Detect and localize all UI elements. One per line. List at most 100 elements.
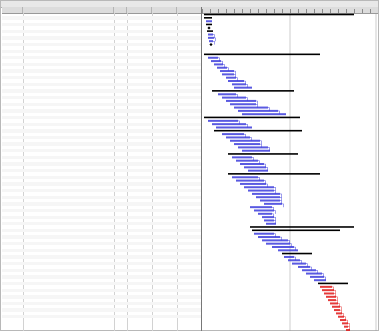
summary-task-row[interactable] (2, 16, 202, 20)
task-bar[interactable] (217, 66, 227, 69)
task-bar[interactable] (232, 83, 246, 86)
summary-task-row[interactable] (2, 228, 202, 233)
task-row[interactable] (2, 215, 202, 219)
summary-task-row[interactable] (2, 115, 202, 120)
summary-bar[interactable] (204, 17, 212, 19)
column-header-task-name[interactable] (23, 7, 114, 13)
task-row[interactable] (2, 175, 202, 179)
task-bar[interactable] (218, 93, 236, 96)
task-bar[interactable] (242, 149, 270, 152)
summary-bar[interactable] (252, 229, 340, 232)
summary-bar[interactable] (212, 90, 294, 92)
task-row[interactable] (2, 96, 202, 100)
task-bar[interactable] (240, 163, 264, 165)
task-row[interactable] (2, 242, 202, 246)
critical-task-bar[interactable] (324, 292, 334, 295)
summary-bar[interactable] (250, 226, 354, 228)
task-bar[interactable] (212, 123, 246, 126)
task-row[interactable] (2, 56, 202, 60)
task-bar[interactable] (236, 179, 264, 182)
task-bar[interactable] (272, 246, 294, 248)
task-bar[interactable] (222, 96, 246, 99)
task-bar[interactable] (306, 272, 322, 275)
task-row[interactable] (2, 82, 202, 87)
critical-task-bar[interactable] (320, 285, 332, 288)
task-bar[interactable] (310, 275, 324, 278)
task-row[interactable] (2, 195, 202, 199)
task-row[interactable] (2, 182, 202, 186)
task-bar[interactable] (238, 146, 268, 149)
critical-task-bar[interactable] (328, 299, 336, 302)
column-header-start[interactable] (127, 7, 152, 13)
task-bar[interactable] (216, 126, 252, 129)
pane-splitter[interactable] (201, 7, 202, 331)
task-bar[interactable] (258, 236, 280, 239)
summary-bar[interactable] (206, 23, 212, 26)
task-row[interactable] (2, 235, 202, 239)
task-bar[interactable] (260, 199, 280, 202)
task-row[interactable] (2, 142, 202, 146)
task-bar[interactable] (232, 156, 252, 159)
critical-task-bar[interactable] (334, 309, 340, 312)
task-row[interactable] (2, 275, 202, 279)
task-row[interactable] (2, 288, 202, 292)
task-bar[interactable] (230, 139, 260, 142)
summary-bar[interactable] (282, 252, 312, 255)
column-header-id[interactable] (2, 7, 23, 13)
task-row[interactable] (2, 42, 202, 47)
task-bar[interactable] (220, 70, 234, 73)
summary-bar[interactable] (214, 129, 302, 132)
task-row[interactable] (2, 102, 202, 106)
task-bar[interactable] (288, 259, 300, 262)
task-bar[interactable] (226, 76, 236, 79)
critical-task-bar[interactable] (332, 305, 340, 308)
task-bar[interactable] (244, 166, 266, 169)
task-row[interactable] (2, 49, 202, 53)
task-row[interactable] (2, 255, 202, 259)
task-row[interactable] (2, 295, 202, 299)
task-row[interactable] (2, 109, 202, 113)
task-bar[interactable] (234, 143, 260, 146)
critical-task-bar[interactable] (342, 322, 348, 325)
milestone-marker[interactable] (207, 26, 211, 30)
task-bar[interactable] (234, 86, 252, 89)
task-row[interactable] (2, 315, 202, 319)
task-bar[interactable] (264, 202, 282, 205)
task-row[interactable] (2, 268, 202, 272)
task-bar[interactable] (209, 40, 213, 43)
summary-task-row[interactable] (2, 129, 202, 133)
task-bar[interactable] (222, 73, 234, 76)
column-header-duration[interactable] (114, 7, 127, 13)
task-bar[interactable] (262, 216, 274, 219)
task-bar[interactable] (228, 80, 244, 82)
critical-task-bar[interactable] (336, 312, 342, 315)
task-bar[interactable] (226, 99, 256, 102)
task-bar[interactable] (230, 103, 256, 106)
summary-bar[interactable] (228, 153, 298, 155)
task-row[interactable] (2, 308, 202, 312)
task-bar[interactable] (208, 119, 238, 122)
critical-task-bar[interactable] (338, 315, 344, 318)
task-row[interactable] (2, 208, 202, 213)
task-bar[interactable] (284, 255, 294, 258)
task-row[interactable] (2, 62, 202, 67)
task-row[interactable] (2, 281, 202, 286)
task-bar[interactable] (208, 33, 213, 36)
task-bar[interactable] (244, 186, 274, 189)
task-bar[interactable] (222, 133, 244, 136)
task-row[interactable] (2, 76, 202, 80)
task-bar[interactable] (206, 20, 212, 23)
task-bar[interactable] (254, 209, 274, 212)
task-row[interactable] (2, 248, 202, 253)
task-bar[interactable] (302, 269, 316, 272)
critical-task-bar[interactable] (330, 302, 338, 305)
task-row[interactable] (2, 301, 202, 306)
task-bar[interactable] (252, 192, 280, 195)
summary-task-row[interactable] (2, 29, 202, 33)
task-row[interactable] (2, 222, 202, 226)
task-bar[interactable] (214, 63, 223, 66)
task-bar[interactable] (266, 222, 276, 225)
task-row[interactable] (2, 188, 202, 193)
task-row[interactable] (2, 36, 202, 40)
task-bar[interactable] (278, 249, 298, 252)
